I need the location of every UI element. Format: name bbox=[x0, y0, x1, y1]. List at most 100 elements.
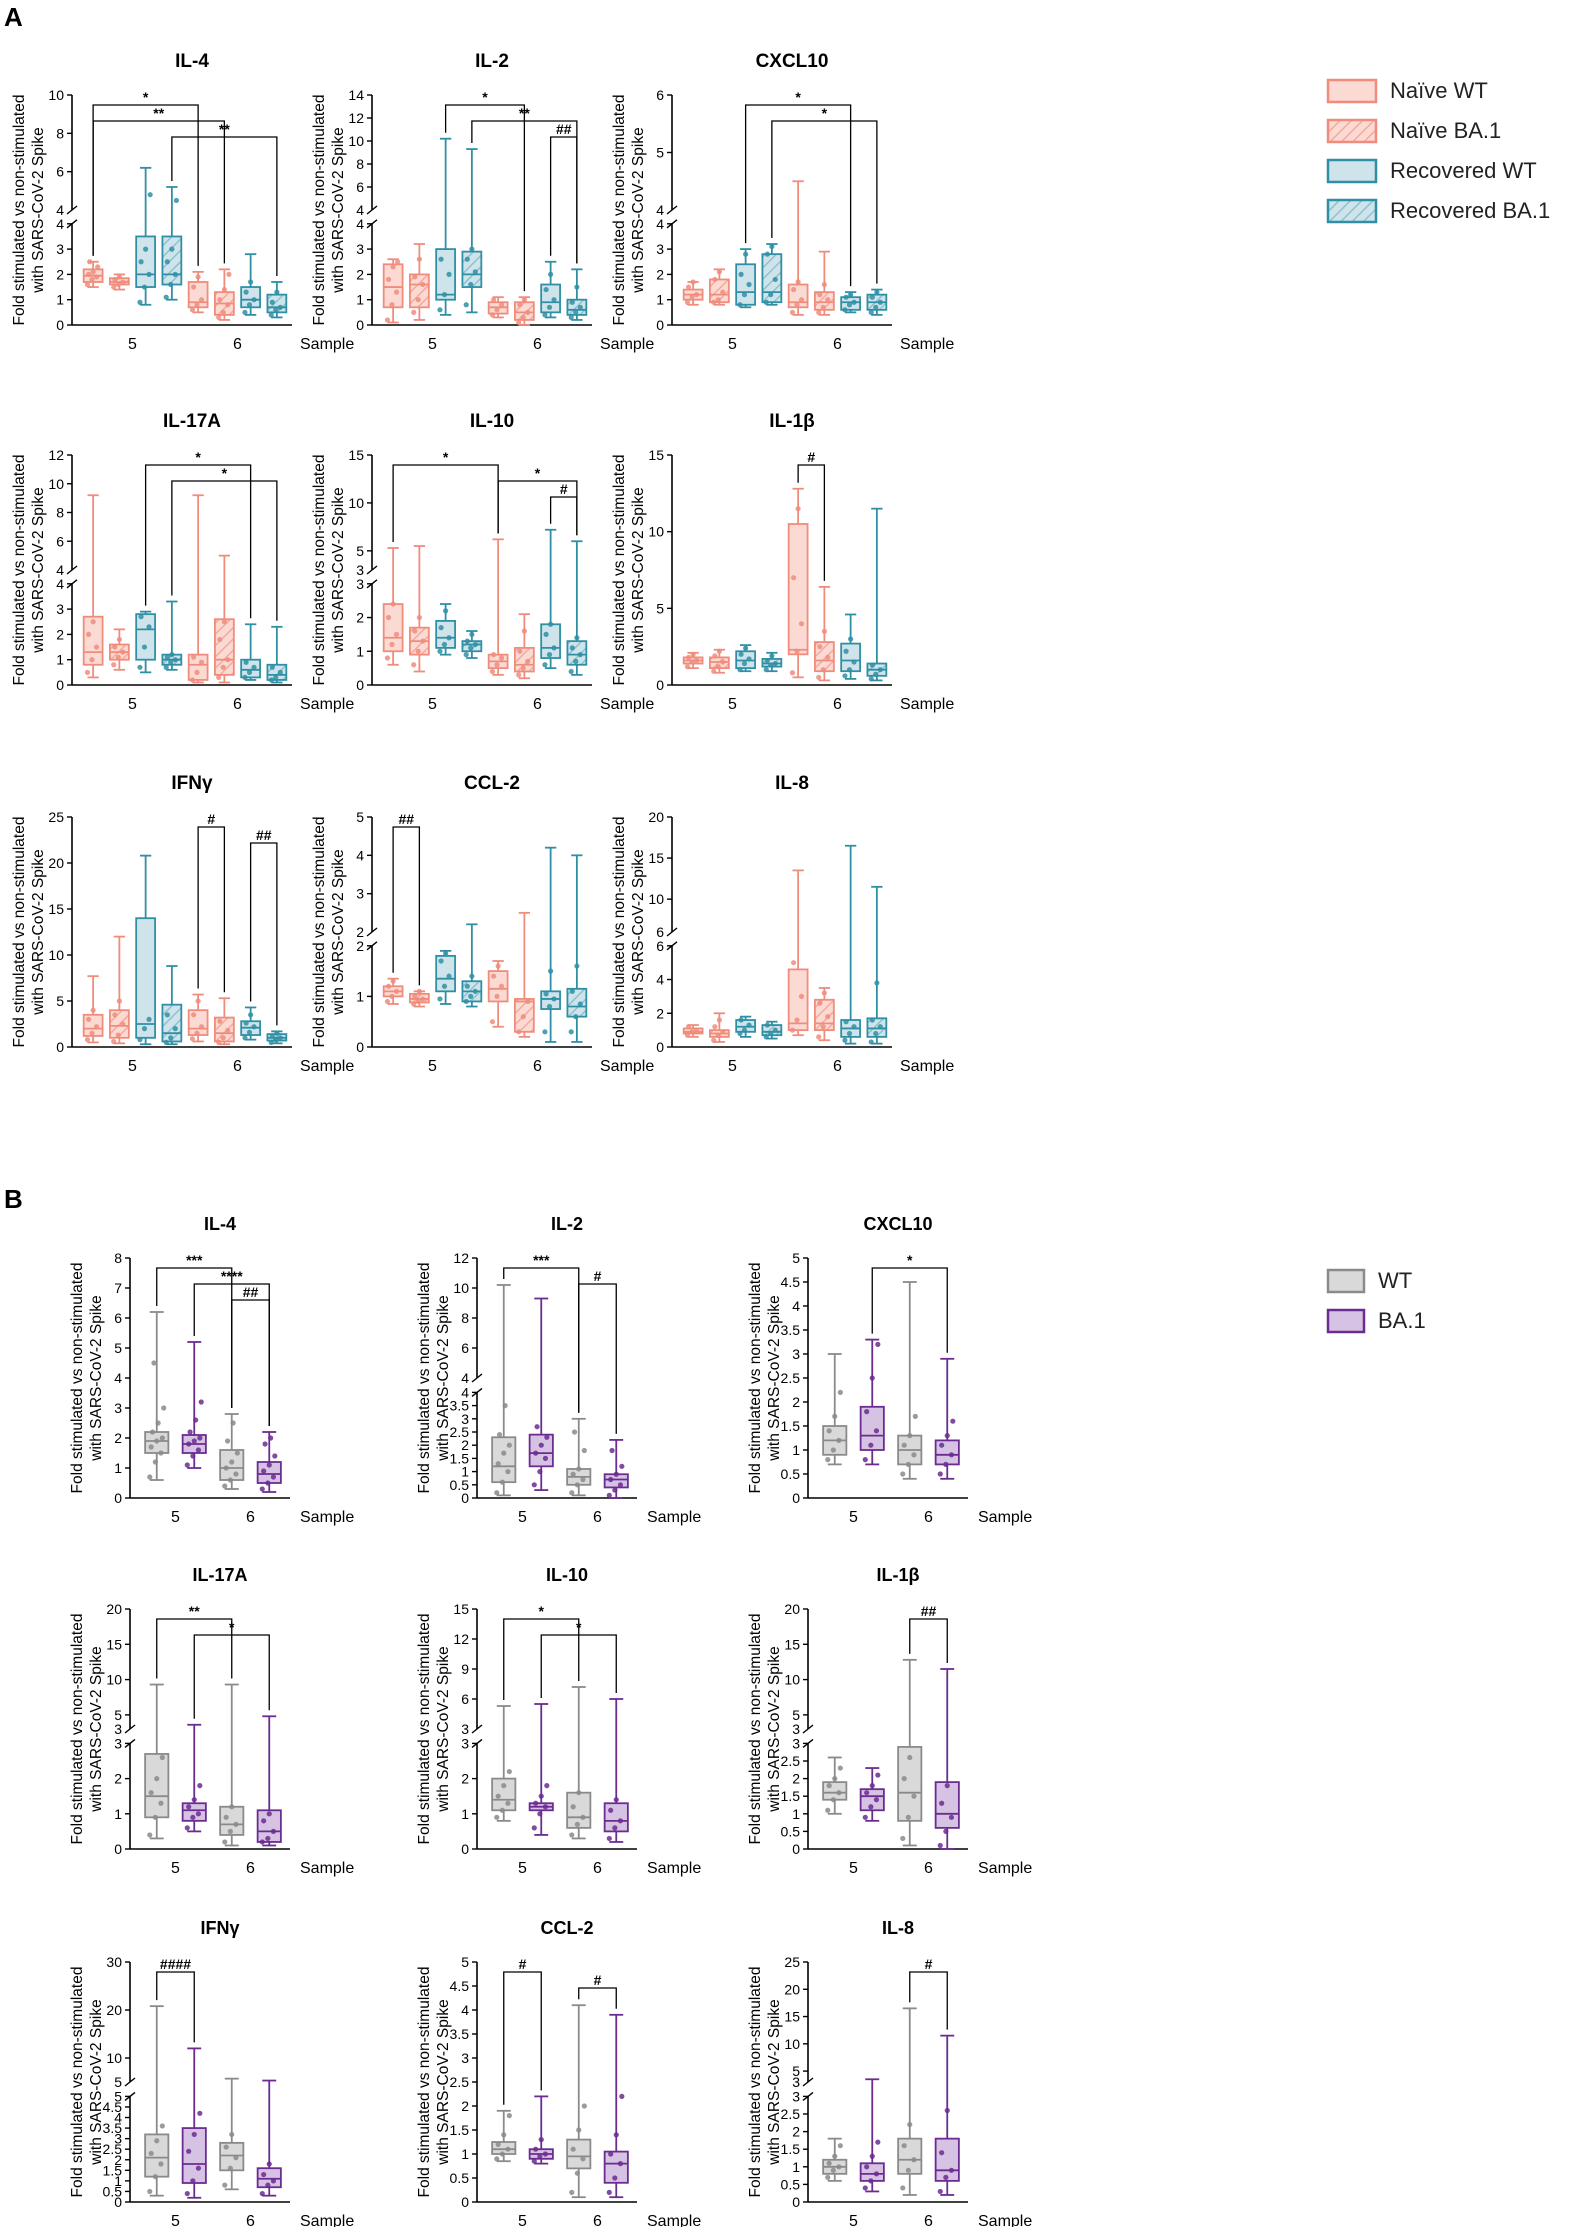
data-point bbox=[269, 299, 275, 305]
y-tick-label: 2 bbox=[56, 266, 64, 282]
data-point bbox=[111, 284, 117, 290]
box-na-ve-wt-sample-6 bbox=[187, 494, 209, 684]
data-point bbox=[469, 246, 475, 252]
data-point bbox=[763, 667, 769, 673]
x-tick-label: 5 bbox=[728, 696, 737, 713]
data-point bbox=[273, 674, 279, 681]
data-point bbox=[111, 1038, 117, 1045]
data-point bbox=[851, 1024, 857, 1030]
y-tick-label: 8 bbox=[461, 1310, 469, 1326]
box-wt-sample-6 bbox=[566, 1417, 592, 1497]
y-tick-label: 4 bbox=[356, 202, 364, 218]
chart-title: IFNγ bbox=[200, 1918, 239, 1938]
data-point bbox=[195, 274, 201, 280]
data-point bbox=[794, 302, 800, 308]
box-iqr bbox=[144, 1753, 170, 1819]
data-point bbox=[836, 1437, 842, 1443]
x-axis-label: Sample bbox=[900, 336, 954, 353]
data-point bbox=[233, 1471, 239, 1477]
data-point bbox=[832, 1776, 838, 1782]
data-point bbox=[505, 2146, 511, 2152]
data-point bbox=[169, 652, 175, 658]
data-point bbox=[187, 1429, 193, 1435]
data-point bbox=[190, 1012, 197, 1018]
data-point bbox=[472, 269, 478, 275]
data-point bbox=[222, 2182, 228, 2188]
data-point bbox=[826, 2160, 832, 2166]
data-point bbox=[168, 1035, 174, 1041]
box-na-ve-ba-1-sample-5 bbox=[409, 545, 430, 673]
data-point bbox=[184, 1825, 190, 1831]
y-tick-label: 12 bbox=[453, 1250, 469, 1266]
y-tick-label: 4.5 bbox=[450, 1978, 470, 1994]
data-point bbox=[525, 658, 531, 664]
data-point bbox=[251, 1024, 257, 1030]
x-tick-label: 6 bbox=[593, 1509, 602, 1526]
y-tick-label: 5 bbox=[356, 809, 364, 825]
data-point bbox=[837, 2143, 843, 2149]
chart-title: IL-2 bbox=[551, 1214, 583, 1234]
data-point bbox=[772, 1027, 778, 1033]
x-axis-label: Sample bbox=[900, 1058, 954, 1075]
data-point bbox=[197, 1783, 203, 1789]
y-tick-label: 15 bbox=[784, 2009, 800, 2025]
data-point bbox=[242, 309, 248, 315]
y-tick-label: 5 bbox=[56, 993, 64, 1009]
y-tick-label: 20 bbox=[106, 1601, 122, 1617]
y-axis-label-line1: Fold stimulated vs non-stimulated bbox=[11, 817, 28, 1048]
significance-label: # bbox=[594, 1972, 602, 1988]
data-point bbox=[901, 1776, 907, 1782]
data-point bbox=[154, 1776, 160, 1782]
data-point bbox=[606, 2189, 612, 2195]
data-point bbox=[939, 2150, 945, 2156]
data-point bbox=[137, 299, 143, 305]
data-point bbox=[112, 644, 118, 650]
data-point bbox=[186, 1441, 192, 1447]
data-point bbox=[763, 1034, 769, 1040]
y-tick-label: 0 bbox=[114, 2194, 122, 2210]
box-wt-sample-5 bbox=[144, 2005, 170, 2197]
data-point bbox=[233, 2155, 239, 2161]
data-point bbox=[262, 1441, 268, 1447]
y-tick-label: 3.5 bbox=[103, 2120, 123, 2136]
y-tick-label: 0.5 bbox=[103, 2183, 123, 2199]
y-tick-label: 15 bbox=[106, 1636, 122, 1652]
data-point bbox=[869, 1783, 875, 1789]
data-point bbox=[437, 996, 443, 1002]
y-tick-label: 3 bbox=[461, 1411, 469, 1427]
y-tick-label: 3 bbox=[56, 601, 64, 617]
data-point bbox=[502, 1403, 508, 1409]
data-point bbox=[820, 667, 826, 673]
bracket-line bbox=[231, 1299, 270, 1426]
x-tick-label: 5 bbox=[128, 696, 137, 713]
data-point bbox=[443, 608, 449, 614]
significance-label: ** bbox=[189, 1603, 200, 1619]
y-tick-label: 4 bbox=[461, 1384, 469, 1400]
box-iqr bbox=[934, 1781, 960, 1829]
data-point bbox=[862, 1814, 868, 1820]
data-point bbox=[277, 1035, 283, 1041]
data-point bbox=[746, 281, 752, 288]
bracket-line bbox=[503, 1618, 580, 1700]
data-point bbox=[537, 1469, 543, 1475]
y-tick-label: 2 bbox=[356, 938, 364, 954]
y-tick-label: 25 bbox=[48, 809, 64, 825]
data-point bbox=[543, 631, 549, 638]
legend-panel-b: WT BA.1 bbox=[1326, 1268, 1426, 1334]
data-point bbox=[798, 993, 805, 1000]
significance-bracket: ## bbox=[231, 1284, 270, 1426]
data-point bbox=[498, 302, 505, 308]
significance-label: * bbox=[143, 89, 149, 105]
y-tick-label: 9 bbox=[461, 1661, 469, 1677]
data-point bbox=[225, 302, 231, 308]
y-tick-label: 15 bbox=[48, 901, 64, 917]
axis-break-mark bbox=[124, 1724, 136, 1734]
data-point bbox=[195, 1811, 202, 1817]
box-na-ve-ba-1-sample-6 bbox=[214, 268, 235, 321]
bracket-line bbox=[578, 1283, 617, 1434]
data-point bbox=[277, 669, 283, 675]
y-axis-label-line1: Fold stimulated vs non-stimulated bbox=[611, 817, 628, 1048]
data-point bbox=[243, 289, 249, 295]
y-tick-label: 0 bbox=[656, 317, 664, 333]
